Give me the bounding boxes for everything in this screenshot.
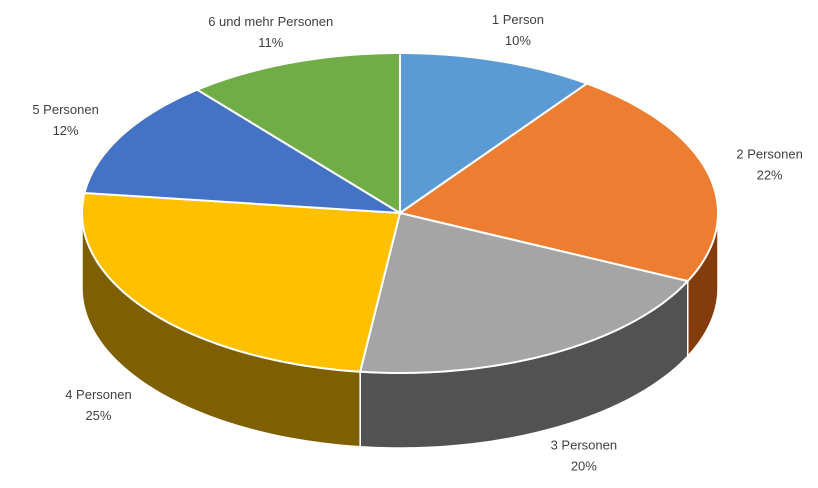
slice-label: 3 Personen bbox=[551, 438, 618, 453]
pie-slice bbox=[358, 211, 690, 374]
slice-label: 2 Personen bbox=[736, 147, 803, 162]
slice-value-label: 11% bbox=[258, 35, 283, 50]
slice-value-label: 10% bbox=[505, 33, 531, 48]
pie-slice bbox=[399, 51, 590, 215]
slice-label: 6 und mehr Personen bbox=[208, 14, 333, 29]
pie-slice bbox=[81, 191, 402, 373]
slice-label: 1 Person bbox=[492, 12, 544, 27]
slice-value-label: 12% bbox=[53, 123, 79, 138]
slice-value-label: 22% bbox=[757, 168, 783, 183]
slice-label: 5 Personen bbox=[32, 102, 99, 117]
pie-slice bbox=[195, 51, 401, 215]
slice-value-label: 25% bbox=[85, 408, 111, 423]
pie-slice bbox=[83, 88, 401, 214]
slice-label: 4 Personen bbox=[65, 387, 132, 402]
slice-value-label: 20% bbox=[571, 459, 597, 474]
